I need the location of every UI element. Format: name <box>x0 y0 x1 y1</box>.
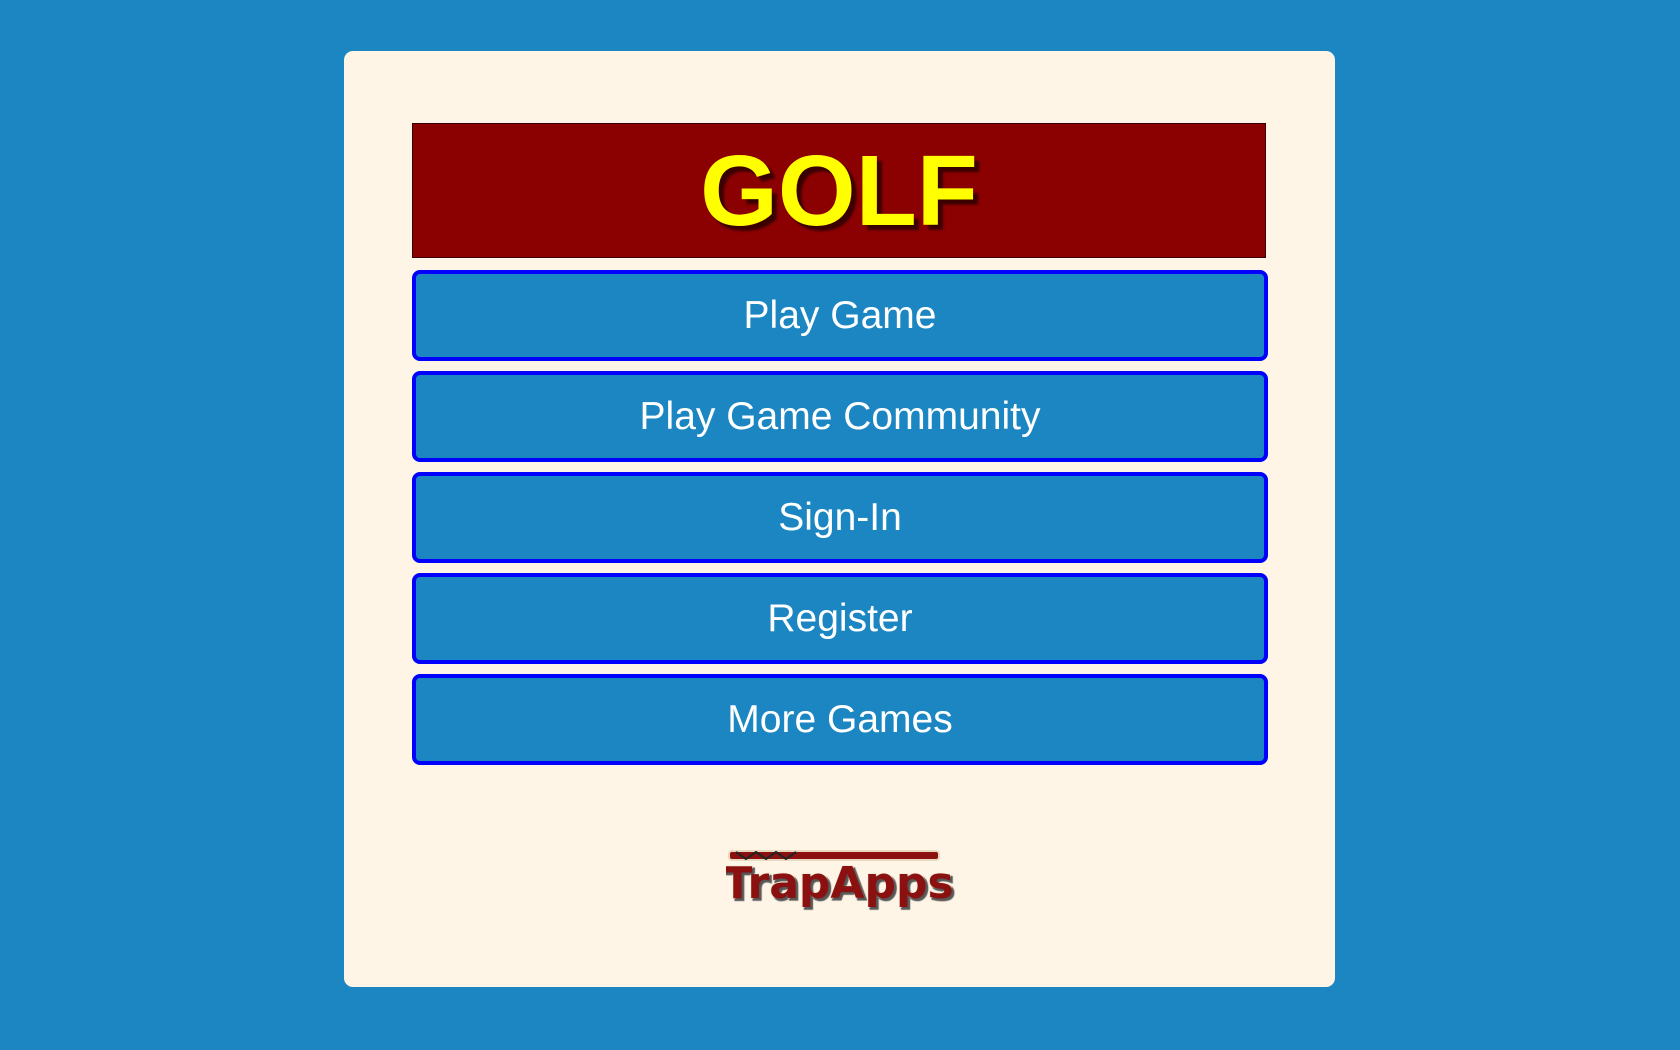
trapapps-logo[interactable]: TrapApps <box>726 846 956 912</box>
menu-card: GOLF Play Game Play Game Community Sign-… <box>344 51 1335 987</box>
more-games-button[interactable]: More Games <box>412 674 1268 765</box>
register-button[interactable]: Register <box>412 573 1268 664</box>
play-game-community-button[interactable]: Play Game Community <box>412 371 1268 462</box>
sign-in-button[interactable]: Sign-In <box>412 472 1268 563</box>
play-game-button[interactable]: Play Game <box>412 270 1268 361</box>
title-banner: GOLF <box>412 123 1266 258</box>
svg-text:TrapApps: TrapApps <box>726 858 954 909</box>
game-title: GOLF <box>700 134 978 247</box>
